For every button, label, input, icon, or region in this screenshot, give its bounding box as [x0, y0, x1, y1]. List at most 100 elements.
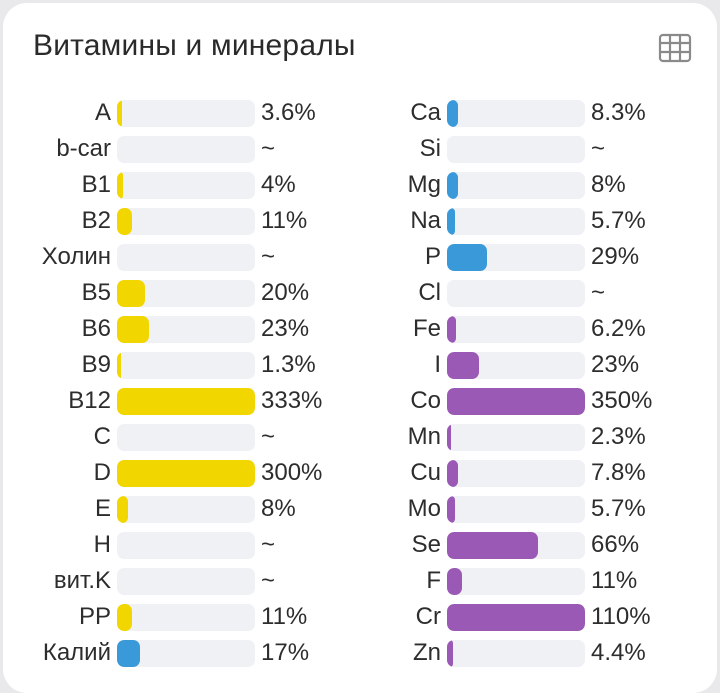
nutrient-label: Co [410, 387, 441, 414]
nutrient-row: F 11% [333, 565, 663, 601]
nutrient-label: Fe [412, 315, 441, 342]
nutrient-value: 5.7% [591, 495, 646, 522]
nutrient-value: ~ [261, 135, 276, 162]
bar-track [117, 568, 255, 595]
nutrient-value: ~ [261, 567, 276, 594]
bar-track [117, 100, 255, 127]
bar-track [117, 244, 255, 271]
bar-track [117, 352, 255, 379]
bar-fill [447, 604, 585, 631]
nutrient-label: Se [411, 531, 441, 558]
nutrient-label: E [94, 495, 111, 522]
bar-fill [117, 496, 128, 523]
nutrient-label: B9 [81, 351, 111, 378]
nutrient-value: 350% [591, 387, 653, 414]
bar-fill [447, 640, 453, 667]
bar-track [117, 172, 255, 199]
vitamins-column: A 3.6% b-car ~ B1 4% B2 11% Холин ~ B5 20% B6 23% B9 1.… [3, 97, 333, 673]
nutrient-label: I [434, 351, 441, 378]
nutrient-value: 23% [261, 315, 310, 342]
nutrient-value: 20% [261, 279, 310, 306]
nutrient-value: 300% [261, 459, 323, 486]
nutrient-row: Fe 6.2% [333, 313, 663, 349]
nutrient-row: B5 20% [3, 277, 333, 313]
bar-track [117, 496, 255, 523]
nutrient-label: B6 [81, 315, 111, 342]
nutrient-label: вит.K [53, 567, 111, 594]
nutrient-value: 8% [261, 495, 296, 522]
nutrient-label: Калий [42, 639, 111, 666]
bar-track [447, 316, 585, 343]
nutrient-value: 3.6% [261, 99, 316, 126]
nutrient-label: Si [419, 135, 441, 162]
nutrient-row: B6 23% [3, 313, 333, 349]
bar-track [117, 640, 255, 667]
bar-track [447, 496, 585, 523]
nutrient-label: H [93, 531, 111, 558]
nutrient-row: Cu 7.8% [333, 457, 663, 493]
nutrient-value: 8.3% [591, 99, 646, 126]
nutrient-value: ~ [261, 243, 276, 270]
bar-fill [447, 388, 585, 415]
nutrient-label: b-car [56, 135, 111, 162]
bar-track [447, 208, 585, 235]
nutrient-label: Na [410, 207, 441, 234]
bar-fill [117, 172, 123, 199]
nutrient-value: 8% [591, 171, 626, 198]
bar-track [117, 532, 255, 559]
nutrient-value: ~ [591, 135, 606, 162]
bar-track [117, 604, 255, 631]
nutrient-row: Холин ~ [3, 241, 333, 277]
nutrient-row: Co 350% [333, 385, 663, 421]
nutrient-row: D 300% [3, 457, 333, 493]
bar-fill [447, 424, 451, 451]
nutrient-value: ~ [261, 531, 276, 558]
bar-fill [117, 640, 140, 667]
bar-track [117, 208, 255, 235]
bar-track [117, 280, 255, 307]
nutrient-row: вит.K ~ [3, 565, 333, 601]
nutrient-label: B1 [81, 171, 111, 198]
nutrient-row: E 8% [3, 493, 333, 529]
nutrient-row: Mg 8% [333, 169, 663, 205]
nutrient-label: Cu [410, 459, 441, 486]
nutrient-value: 11% [261, 603, 308, 630]
nutrient-row: Cr 110% [333, 601, 663, 637]
nutrient-row: Ca 8.3% [333, 97, 663, 133]
nutrient-value: ~ [261, 423, 276, 450]
bar-track [117, 460, 255, 487]
nutrient-row: H ~ [3, 529, 333, 565]
nutrient-value: 11% [261, 207, 308, 234]
bar-fill [447, 568, 462, 595]
nutrient-row: Cl ~ [333, 277, 663, 313]
nutrient-value: 5.7% [591, 207, 646, 234]
bar-fill [447, 208, 455, 235]
nutrient-label: B12 [68, 387, 111, 414]
nutrient-label: Mn [407, 423, 441, 450]
vitamins-minerals-card: Витамины и минералы A 3.6% b-car ~ B1 4% B2 11%… [3, 3, 717, 693]
bar-fill [117, 280, 145, 307]
bar-track [447, 424, 585, 451]
nutrient-value: 17% [261, 639, 310, 666]
nutrient-label: A [94, 99, 111, 126]
nutrient-value: 23% [591, 351, 640, 378]
bar-track [447, 388, 585, 415]
bar-track [447, 100, 585, 127]
bar-track [117, 136, 255, 163]
nutrient-row: I 23% [333, 349, 663, 385]
nutrient-row: P 29% [333, 241, 663, 277]
card-title: Витамины и минералы [33, 29, 356, 62]
bar-fill [447, 100, 458, 127]
nutrient-value: 7.8% [591, 459, 646, 486]
nutrient-value: 11% [591, 567, 638, 594]
nutrient-label: Ca [410, 99, 441, 126]
table-icon[interactable] [658, 33, 692, 63]
bar-fill [447, 244, 487, 271]
bar-track [117, 388, 255, 415]
nutrient-value: 333% [261, 387, 323, 414]
bar-track [447, 640, 585, 667]
bar-fill [447, 496, 455, 523]
bar-fill [447, 172, 458, 199]
nutrient-row: PP 11% [3, 601, 333, 637]
bar-track [447, 460, 585, 487]
